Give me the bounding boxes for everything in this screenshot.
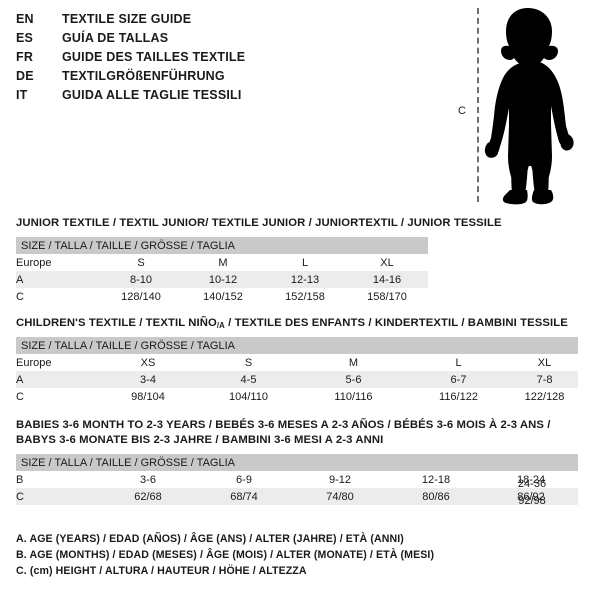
section-children: CHILDREN'S TEXTILE / TEXTIL NIÑO/A / TEX… — [16, 316, 579, 405]
toddler-silhouette-icon — [484, 8, 574, 205]
language-row-de: DE TEXTILGRÖßENFÜHRUNG — [16, 69, 436, 88]
section-children-title-part2: / TEXTILE DES ENFANTS / KINDERTEXTIL / B… — [224, 317, 568, 329]
table-cell: 86/92 — [484, 488, 579, 505]
table-cell: 140/152 — [182, 288, 264, 305]
legend-line-a: A. AGE (YEARS) / EDAD (AÑOS) / ÂGE (ANS)… — [16, 533, 404, 545]
language-row-en: EN TEXTILE SIZE GUIDE — [16, 12, 436, 31]
table-band-row: SIZE / TALLA / TAILLE / GRÖSSE / TAGLIA — [16, 337, 579, 354]
table-cell: 6-9 — [196, 471, 292, 488]
table-row: B 3-6 6-9 9-12 12-18 18-24 — [16, 471, 579, 488]
babies-band-label: SIZE / TALLA / TAILLE / GRÖSSE / TAGLIA — [16, 454, 579, 471]
junior-band-label: SIZE / TALLA / TAILLE / GRÖSSE / TAGLIA — [16, 237, 428, 254]
legend-line-c: C. (cm) HEIGHT / ALTURA / HAUTEUR / HÖHE… — [16, 565, 307, 577]
language-title: TEXTILGRÖßENFÜHRUNG — [62, 69, 225, 83]
table-row: C 62/68 68/74 74/80 80/86 86/92 — [16, 488, 579, 505]
table-cell: 128/140 — [100, 288, 182, 305]
table-cell: 3-4 — [100, 371, 196, 388]
language-row-es: ES GUÍA DE TALLAS — [16, 31, 436, 50]
children-band-label: SIZE / TALLA / TAILLE / GRÖSSE / TAGLIA — [16, 337, 579, 354]
table-cell: M — [301, 354, 406, 371]
language-row-fr: FR GUIDE DES TAILLES TEXTILE — [16, 50, 436, 69]
language-title: GUIDE DES TAILLES TEXTILE — [62, 50, 246, 64]
table-cell: S — [100, 254, 182, 271]
language-row-it: IT GUIDA ALLE TAGLIE TESSILI — [16, 88, 436, 107]
table-row: A 3-4 4-5 5-6 6-7 7-8 — [16, 371, 579, 388]
table-cell: 14-16 — [346, 271, 428, 288]
legend: A. AGE (YEARS) / EDAD (AÑOS) / ÂGE (ANS)… — [16, 531, 486, 579]
table-cell: 12-18 — [388, 471, 484, 488]
row-label: A — [16, 271, 100, 288]
table-cell: XL — [346, 254, 428, 271]
table-cell: 18-24 — [484, 471, 579, 488]
row-label: C — [16, 288, 100, 305]
table-cell: 7-8 — [511, 371, 579, 388]
table-cell: 68/74 — [196, 488, 292, 505]
table-cell: 62/68 — [100, 488, 196, 505]
language-code: FR — [16, 50, 34, 64]
babies-size-table: SIZE / TALLA / TAILLE / GRÖSSE / TAGLIA … — [16, 454, 579, 505]
table-cell: 5-6 — [301, 371, 406, 388]
row-label: A — [16, 371, 100, 388]
language-code: DE — [16, 69, 34, 83]
table-cell: 116/122 — [406, 388, 511, 405]
table-band-row: SIZE / TALLA / TAILLE / GRÖSSE / TAGLIA — [16, 237, 428, 254]
language-code: IT — [16, 88, 28, 102]
table-cell: 80/86 — [388, 488, 484, 505]
table-cell: 8-10 — [100, 271, 182, 288]
children-size-table: SIZE / TALLA / TAILLE / GRÖSSE / TAGLIA … — [16, 337, 579, 405]
language-title: GUIDA ALLE TAGLIE TESSILI — [62, 88, 242, 102]
table-cell: 9-12 — [292, 471, 388, 488]
section-children-title-subscript: /A — [216, 321, 225, 330]
section-babies: BABIES 3-6 MONTH TO 2-3 YEARS / BEBÉS 3-… — [16, 418, 579, 505]
row-label: Europe — [16, 254, 100, 271]
table-row: Europe S M L XL — [16, 254, 428, 271]
junior-size-table: SIZE / TALLA / TAILLE / GRÖSSE / TAGLIA … — [16, 237, 428, 305]
language-code: ES — [16, 31, 34, 45]
language-title: GUÍA DE TALLAS — [62, 31, 169, 45]
language-header: EN TEXTILE SIZE GUIDE ES GUÍA DE TALLAS … — [16, 12, 436, 107]
table-cell: 4-5 — [196, 371, 301, 388]
language-code: EN — [16, 12, 34, 26]
table-cell: 74/80 — [292, 488, 388, 505]
height-measure-dashed-line — [477, 8, 479, 202]
legend-line-b: B. AGE (MONTHS) / EDAD (MESES) / ÂGE (MO… — [16, 549, 435, 561]
table-cell: 3-6 — [100, 471, 196, 488]
table-cell: 10-12 — [182, 271, 264, 288]
table-row: C 128/140 140/152 152/158 158/170 — [16, 288, 428, 305]
table-cell: 104/110 — [196, 388, 301, 405]
row-label: B — [16, 471, 100, 488]
table-cell: L — [264, 254, 346, 271]
row-label: Europe — [16, 354, 100, 371]
height-illustration: C — [440, 0, 600, 210]
section-children-title-part1: CHILDREN'S TEXTILE / TEXTIL NIÑO — [16, 317, 217, 329]
table-cell: 98/104 — [100, 388, 196, 405]
table-cell: 12-13 — [264, 271, 346, 288]
table-cell: S — [196, 354, 301, 371]
height-measure-label: C — [458, 105, 466, 117]
row-label: C — [16, 488, 100, 505]
table-cell: M — [182, 254, 264, 271]
table-cell: 110/116 — [301, 388, 406, 405]
table-cell: 6-7 — [406, 371, 511, 388]
table-cell: 158/170 — [346, 288, 428, 305]
table-cell: XL — [511, 354, 579, 371]
section-children-title: CHILDREN'S TEXTILE / TEXTIL NIÑO/A / TEX… — [16, 316, 578, 331]
section-babies-title-line1: BABIES 3-6 MONTH TO 2-3 YEARS / BEBÉS 3-… — [16, 419, 551, 431]
table-cell: 152/158 — [264, 288, 346, 305]
table-cell: XS — [100, 354, 196, 371]
section-babies-title-line2: BABYS 3-6 MONATE BIS 2-3 JAHRE / BAMBINI… — [16, 434, 384, 446]
section-junior-title: JUNIOR TEXTILE / TEXTIL JUNIOR/ TEXTILE … — [16, 217, 502, 229]
language-title: TEXTILE SIZE GUIDE — [62, 12, 192, 26]
row-label: C — [16, 388, 100, 405]
table-band-row: SIZE / TALLA / TAILLE / GRÖSSE / TAGLIA — [16, 454, 579, 471]
table-cell: 122/128 — [511, 388, 579, 405]
table-cell: L — [406, 354, 511, 371]
table-row: Europe XS S M L XL — [16, 354, 579, 371]
section-junior: JUNIOR TEXTILE / TEXTIL JUNIOR/ TEXTILE … — [16, 216, 502, 305]
table-row: A 8-10 10-12 12-13 14-16 — [16, 271, 428, 288]
section-babies-title: BABIES 3-6 MONTH TO 2-3 YEARS / BEBÉS 3-… — [16, 418, 578, 448]
table-row: C 98/104 104/110 110/116 116/122 122/128 — [16, 388, 579, 405]
